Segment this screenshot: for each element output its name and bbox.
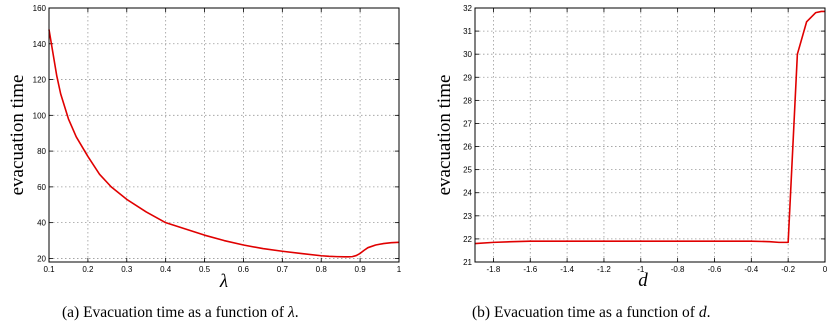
chart-b-x-tick-label: -0.8 <box>671 265 685 274</box>
chart-a-y-tick-label: 160 <box>33 4 47 13</box>
chart-b-y-tick-label: 28 <box>463 96 472 105</box>
chart-b-y-tick-label: 21 <box>463 258 472 267</box>
chart-a-x-tick-label: 0.3 <box>121 265 133 274</box>
chart-b-y-tick-label: 24 <box>463 189 472 198</box>
chart-a-plot-frame <box>48 7 400 263</box>
chart-a-caption-var: λ <box>287 304 295 321</box>
chart-panel-b: -1.8 -1.6 -1.4 -1.2 -1 -0.8 -0.6 -0.4 -0.2 0 21 22 2… <box>434 4 827 321</box>
chart-a-x-tick-label: 0.6 <box>238 265 250 274</box>
chart-b-x-tick-label: -1.6 <box>523 265 537 274</box>
chart-b-x-axis-label: d <box>638 270 648 291</box>
chart-b-y-tick-label: 27 <box>463 119 472 128</box>
chart-a-x-tick-label: 0.1 <box>43 265 55 274</box>
chart-b-series-line <box>474 10 825 245</box>
chart-a-caption: (a) Evacuation time as a function of λ. <box>62 304 299 321</box>
chart-a-grid <box>49 8 399 262</box>
chart-a-y-tick-label: 60 <box>37 183 46 192</box>
chart-b-y-tick-label: 26 <box>463 143 472 152</box>
chart-b-y-tick-label: 31 <box>463 27 472 36</box>
chart-a-x-axis-label: λ <box>219 271 228 292</box>
chart-b-caption: (b) Evacuation time as a function of d. <box>472 304 710 321</box>
chart-a-y-tick-label: 140 <box>33 40 47 49</box>
chart-b-plot-frame <box>474 7 826 263</box>
chart-b-y-tick-label: 25 <box>463 166 472 175</box>
chart-b-grid <box>475 8 825 262</box>
chart-a-x-tick-label: 1 <box>397 265 402 274</box>
chart-a-x-tick-label: 0.8 <box>316 265 328 274</box>
chart-b-ticks: -1.8 -1.6 -1.4 -1.2 -1 -0.8 -0.6 -0.4 -0.2 0 21 22 2… <box>463 4 827 274</box>
chart-a-y-tick-label: 40 <box>37 219 46 228</box>
chart-b-x-tick-label: -0.6 <box>708 265 722 274</box>
chart-b-caption-suffix: . <box>707 304 711 321</box>
chart-a-x-tick-label: 0.9 <box>355 265 367 274</box>
chart-b-y-tick-label: 29 <box>463 73 472 82</box>
chart-b-x-tick-label: -1.2 <box>597 265 611 274</box>
chart-a-series-line <box>48 29 400 258</box>
chart-b-caption-var: d <box>699 304 707 321</box>
chart-a-caption-prefix: (a) Evacuation time as a function of <box>62 304 288 321</box>
chart-a-caption-suffix: . <box>295 304 299 321</box>
chart-a-y-axis-label: evacuation time <box>7 75 28 196</box>
chart-b-x-tick-label: 0 <box>823 265 827 274</box>
chart-a-x-tick-label: 0.5 <box>199 265 211 274</box>
chart-a-y-tick-label: 80 <box>37 147 46 156</box>
chart-b-x-tick-label: -0.2 <box>781 265 795 274</box>
chart-a-x-tick-label: 0.2 <box>82 265 94 274</box>
chart-b-y-tick-label: 22 <box>463 235 472 244</box>
chart-b-caption-prefix: (b) Evacuation time as a function of <box>472 304 699 321</box>
chart-a-y-tick-label: 100 <box>33 111 47 120</box>
chart-b-y-tick-label: 23 <box>463 212 472 221</box>
chart-b-x-tick-label: -1.4 <box>560 265 574 274</box>
chart-a-y-tick-label: 20 <box>37 254 46 263</box>
chart-b-x-tick-label: -1 <box>637 265 645 274</box>
chart-b-x-tick-label: -1.8 <box>487 265 501 274</box>
chart-b-y-tick-label: 30 <box>463 50 472 59</box>
chart-b-y-axis-label: evacuation time <box>434 75 455 196</box>
chart-b-x-tick-label: -0.4 <box>744 265 758 274</box>
chart-a-x-tick-label: 0.4 <box>160 265 172 274</box>
chart-a-y-tick-label: 120 <box>33 76 47 85</box>
chart-a-x-tick-label: 0.7 <box>277 265 289 274</box>
chart-panel-a: 0.1 0.2 0.3 0.4 0.5 0.6 0.7 0.8 0.9 1204060801001… <box>7 4 402 321</box>
chart-b-y-tick-label: 32 <box>463 4 472 13</box>
